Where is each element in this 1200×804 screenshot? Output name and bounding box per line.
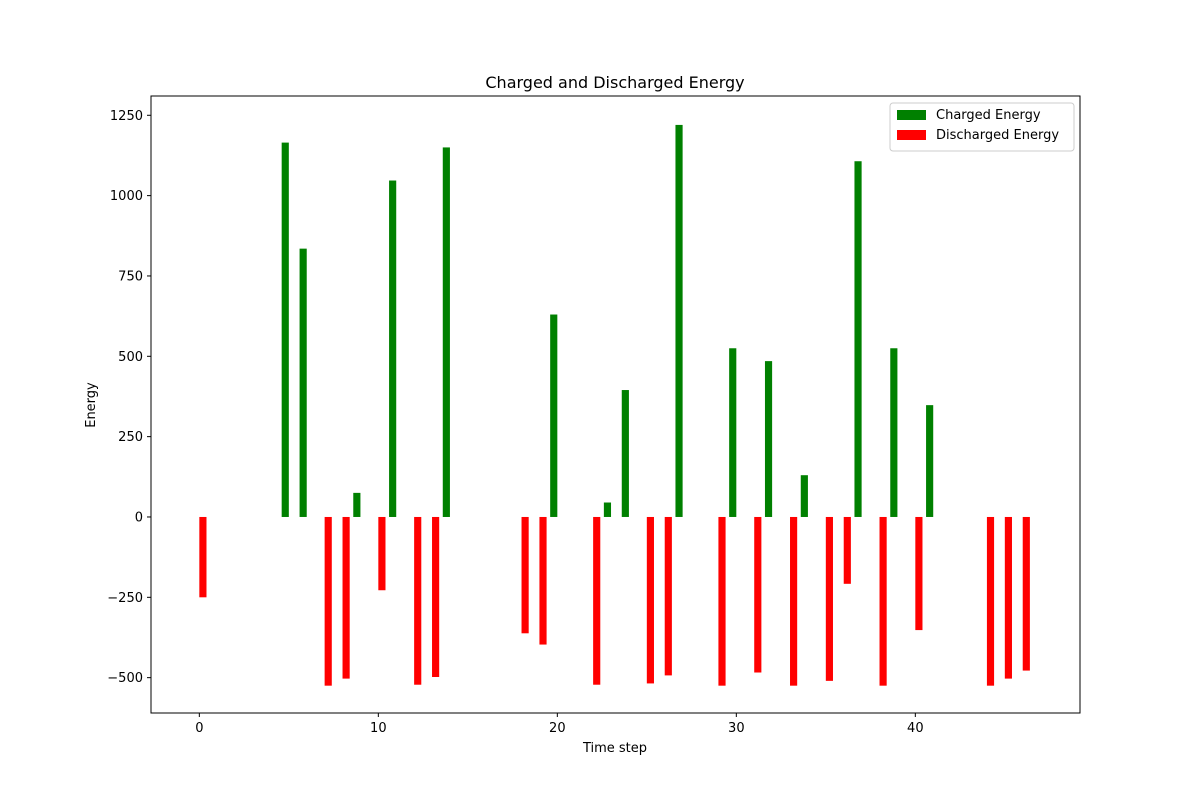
discharged-bar-t7 [324, 516, 332, 686]
discharged-bar-t46 [1022, 516, 1030, 671]
y-tick-label: 250 [118, 430, 143, 445]
discharged-bar-t19 [539, 516, 547, 645]
discharged-bar-t33 [790, 516, 798, 686]
charged-bar-t30 [729, 348, 737, 517]
charged-bar-t39 [890, 348, 898, 517]
x-tick-label: 0 [195, 721, 203, 736]
x-tick-label: 30 [728, 721, 745, 736]
discharged-bar-t35 [825, 516, 833, 681]
discharged-bar-t18 [521, 516, 529, 634]
discharged-bar-t25 [646, 516, 654, 684]
y-tick-label: −250 [107, 591, 143, 606]
discharged-bar-t29 [718, 516, 726, 686]
legend: Charged Energy Discharged Energy [889, 102, 1075, 152]
charged-bar-t23 [603, 502, 612, 517]
y-tick-label: 1000 [110, 189, 143, 204]
discharged-bar-t13 [432, 516, 440, 677]
charged-bar-t32 [764, 361, 773, 517]
discharged-bar-t44 [986, 516, 995, 686]
charged-bar-t27 [675, 124, 683, 517]
x-axis-label: Time step [582, 741, 647, 756]
y-tick-label: 500 [118, 350, 143, 365]
discharged-bar-t40 [915, 516, 923, 631]
y-tick-label: −500 [107, 671, 143, 686]
y-tick-label: 0 [135, 510, 143, 525]
charged-bar-t5 [281, 142, 289, 517]
y-tick-label: 1250 [110, 109, 143, 124]
plot-area-frame [150, 95, 1081, 714]
legend-label-charged: Charged Energy [936, 108, 1041, 123]
x-tick-label: 20 [549, 721, 566, 736]
discharged-bar-t0 [199, 516, 207, 598]
x-tick-label: 10 [370, 721, 387, 736]
discharged-bar-t36 [843, 516, 851, 584]
discharged-bar-t10 [378, 516, 386, 591]
charged-bar-t37 [854, 161, 862, 517]
charged-bar-t11 [389, 180, 397, 517]
discharged-bar-t31 [754, 516, 762, 673]
charged-bar-t9 [353, 492, 361, 517]
charged-bar-t6 [299, 248, 307, 517]
ticks-layer: 0 10 20 30 40 −500 −250 0 250 500 750 1000 1250 [107, 109, 923, 736]
discharged-bar-t38 [879, 516, 887, 686]
charged-bar-t20 [550, 314, 558, 517]
charged-bar-t41 [926, 405, 934, 517]
discharged-bar-t22 [593, 516, 601, 685]
chart-title: Charged and Discharged Energy [485, 73, 744, 92]
legend-swatch-charged [897, 110, 926, 120]
legend-label-discharged: Discharged Energy [936, 128, 1059, 143]
legend-frame [889, 102, 1075, 152]
y-axis-label: Energy [84, 382, 99, 428]
charged-bar-t34 [800, 475, 808, 517]
x-tick-label: 40 [907, 721, 924, 736]
charged-bar-t14 [442, 147, 450, 517]
discharged-bar-t12 [414, 516, 422, 685]
legend-swatch-discharged [897, 130, 926, 140]
discharged-bar-t8 [342, 516, 350, 679]
charged-bar-t24 [621, 390, 629, 517]
discharged-bar-t26 [664, 516, 672, 676]
bars-layer [199, 124, 1030, 686]
discharged-bar-t45 [1004, 516, 1012, 679]
y-tick-label: 750 [118, 269, 143, 284]
